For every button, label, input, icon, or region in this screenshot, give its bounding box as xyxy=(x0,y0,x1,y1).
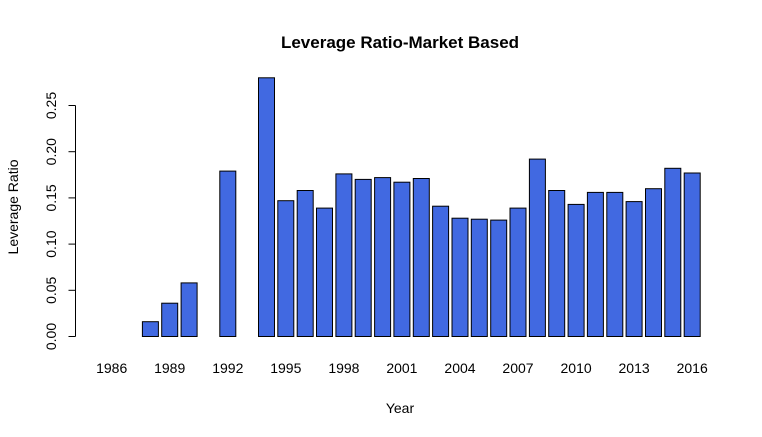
bar-1998 xyxy=(335,173,353,337)
bar-2016 xyxy=(683,172,701,337)
bar-1990 xyxy=(180,282,198,337)
bars-group xyxy=(141,77,701,338)
bar-2003 xyxy=(432,205,450,337)
x-tick-label: 2001 xyxy=(386,360,417,376)
y-tick-label: 0.15 xyxy=(43,184,59,211)
x-tick-label: 2013 xyxy=(619,360,650,376)
bar-2013 xyxy=(625,201,643,337)
x-tick-label: 1989 xyxy=(154,360,185,376)
bar-1996 xyxy=(296,190,314,337)
bar-1988 xyxy=(141,321,159,338)
x-tick-label: 1998 xyxy=(328,360,359,376)
x-tick-label: 2007 xyxy=(502,360,533,376)
y-axis-label: Leverage Ratio xyxy=(5,159,21,254)
bar-1989 xyxy=(161,302,179,338)
x-tick-label: 2004 xyxy=(444,360,475,376)
bar-2011 xyxy=(586,191,604,337)
bar-1995 xyxy=(277,200,295,337)
bar-2015 xyxy=(664,167,682,337)
x-axis-label: Year xyxy=(386,400,415,416)
y-tick-label: 0.25 xyxy=(43,92,59,119)
bar-2010 xyxy=(567,203,585,337)
bar-2000 xyxy=(374,177,392,337)
bar-2002 xyxy=(412,178,430,337)
bar-2007 xyxy=(509,207,527,337)
bar-1999 xyxy=(354,178,372,337)
bar-2009 xyxy=(548,190,566,337)
bar-2012 xyxy=(606,191,624,337)
y-tick-label: 0.20 xyxy=(43,138,59,165)
bar-2008 xyxy=(528,158,546,337)
y-tick-label: 0.05 xyxy=(43,276,59,303)
chart-title: Leverage Ratio-Market Based xyxy=(281,33,519,52)
x-tick-label: 2010 xyxy=(561,360,592,376)
y-tick-label: 0.10 xyxy=(43,230,59,257)
x-tick-label: 1992 xyxy=(212,360,243,376)
bar-1997 xyxy=(316,207,333,337)
y-tick-label: 0.00 xyxy=(43,323,59,350)
bar-2001 xyxy=(393,181,411,337)
bar-2014 xyxy=(645,188,662,337)
bar-2004 xyxy=(451,217,469,337)
bar-1992 xyxy=(219,170,237,337)
x-tick-label: 2016 xyxy=(677,360,708,376)
y-axis: 0.00 0.05 0.10 0.15 0.20 0.25 xyxy=(43,92,76,350)
x-tick-label: 1995 xyxy=(270,360,301,376)
x-axis: 1986 1989 1992 1995 1998 2001 2004 2007 2010 2013… xyxy=(96,360,708,376)
x-tick-label: 1986 xyxy=(96,360,127,376)
bar-2005 xyxy=(470,218,488,337)
bar-2006 xyxy=(490,219,508,338)
bar-1994 xyxy=(258,77,275,338)
